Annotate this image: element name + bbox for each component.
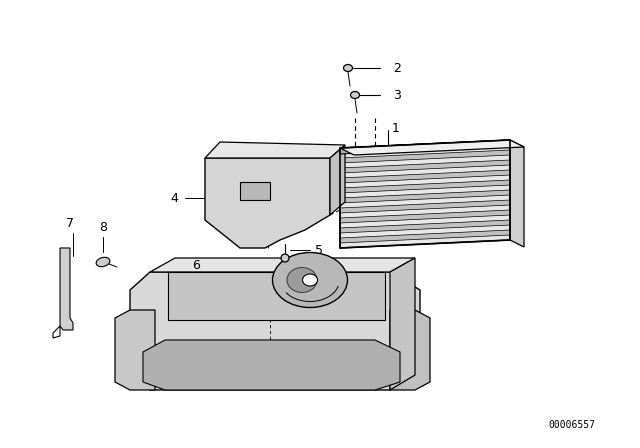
Polygon shape <box>115 310 155 390</box>
Polygon shape <box>340 170 510 183</box>
Polygon shape <box>340 190 510 203</box>
Polygon shape <box>340 220 510 233</box>
Text: 6: 6 <box>192 258 200 271</box>
Polygon shape <box>340 140 510 154</box>
Polygon shape <box>340 210 510 223</box>
Text: 8: 8 <box>99 221 107 234</box>
Polygon shape <box>340 140 510 248</box>
Ellipse shape <box>344 65 353 72</box>
Polygon shape <box>390 310 430 390</box>
Ellipse shape <box>351 91 360 99</box>
Text: 7: 7 <box>66 217 74 230</box>
Ellipse shape <box>303 274 317 286</box>
Polygon shape <box>143 340 400 390</box>
Polygon shape <box>150 258 415 272</box>
Text: 00006557: 00006557 <box>548 420 595 430</box>
Ellipse shape <box>287 267 317 293</box>
Text: 4: 4 <box>170 191 178 204</box>
Polygon shape <box>205 158 330 248</box>
Polygon shape <box>340 140 510 153</box>
Polygon shape <box>60 248 73 330</box>
Polygon shape <box>340 140 524 155</box>
Ellipse shape <box>96 257 110 267</box>
Polygon shape <box>340 230 510 243</box>
Polygon shape <box>168 272 385 320</box>
Text: 2: 2 <box>393 61 401 74</box>
Polygon shape <box>330 145 345 215</box>
Polygon shape <box>340 150 510 163</box>
Polygon shape <box>390 258 415 390</box>
Polygon shape <box>130 272 420 390</box>
Polygon shape <box>205 142 345 158</box>
Text: 1: 1 <box>392 121 400 134</box>
Polygon shape <box>340 180 510 193</box>
Ellipse shape <box>281 254 289 262</box>
Ellipse shape <box>273 253 348 307</box>
Polygon shape <box>340 200 510 213</box>
Text: 5: 5 <box>315 244 323 257</box>
Polygon shape <box>510 140 524 247</box>
Polygon shape <box>340 160 510 173</box>
Text: 3: 3 <box>393 89 401 102</box>
Polygon shape <box>240 182 270 200</box>
